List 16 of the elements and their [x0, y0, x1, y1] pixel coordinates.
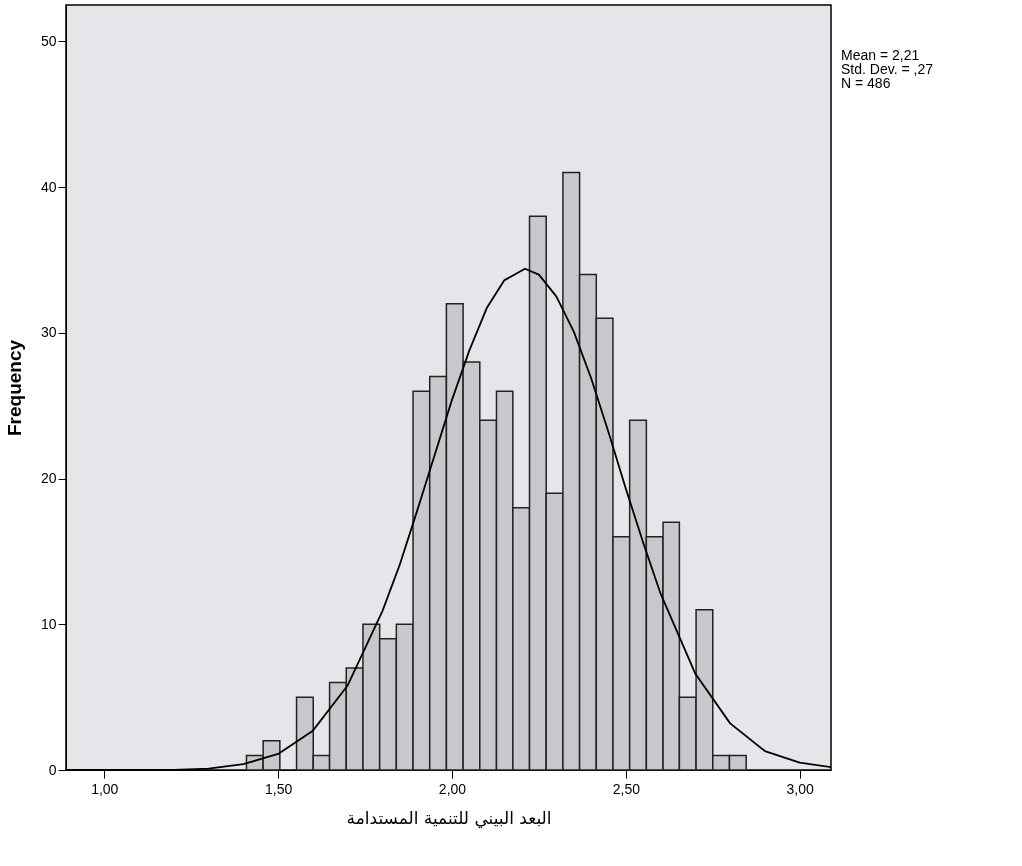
text: N = 486	[841, 75, 891, 91]
text: Std. Dev. = ,27	[841, 61, 934, 77]
y-tick-label: 0	[48, 761, 57, 778]
y-tick-label: 20	[40, 470, 57, 487]
y-tick-label: 50	[40, 32, 57, 49]
x-axis-title: البعد البيني للتنمية المستدامة	[346, 807, 552, 829]
y-tick-label: 30	[40, 324, 57, 341]
x-tick-label: 1,50	[264, 780, 293, 797]
y-axis-title: Frequency	[3, 339, 25, 437]
y-tick-label: 40	[40, 178, 57, 195]
x-tick-label: 2,00	[438, 780, 467, 797]
y-tick-label: 10	[40, 615, 57, 632]
x-tick-label: 3,00	[786, 780, 815, 797]
x-tick-label: 1,00	[91, 780, 119, 797]
x-tick-label: 2,50	[612, 780, 641, 797]
text: Mean = 2,21	[841, 47, 920, 63]
